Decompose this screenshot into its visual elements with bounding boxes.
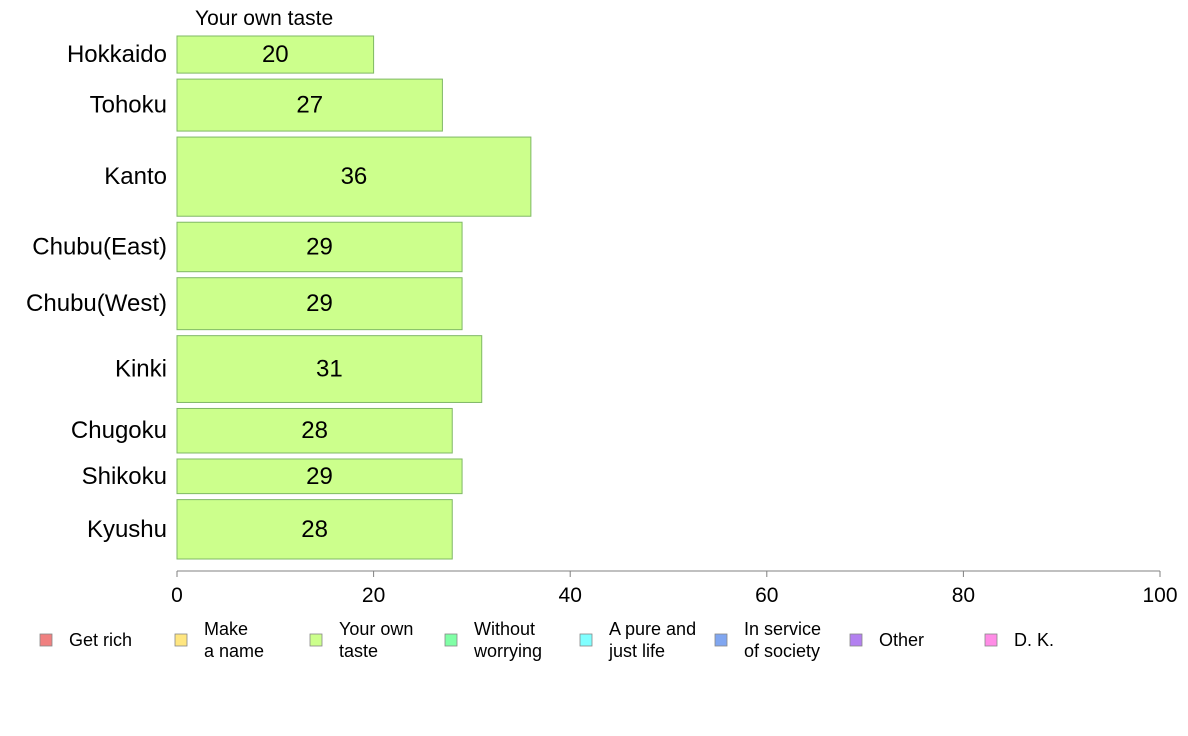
- data-label: 29: [306, 290, 333, 317]
- bar-kanto: [176, 136, 532, 217]
- legend-swatch: [849, 633, 863, 647]
- chart-title: Your own taste: [195, 7, 333, 30]
- category-label: Hokkaido: [67, 41, 167, 68]
- category-label: Chubu(East): [32, 233, 167, 260]
- category-label: Kyushu: [87, 516, 167, 543]
- legend-label: In service: [744, 619, 821, 639]
- legend-label: just life: [608, 641, 665, 661]
- legend-swatch: [579, 633, 593, 647]
- category-label: Kanto: [104, 163, 167, 190]
- bar-chugoku: [176, 407, 453, 454]
- legend-swatch: [444, 633, 458, 647]
- legend-swatch: [714, 633, 728, 647]
- legend-label: Without: [474, 619, 535, 639]
- legend-label: taste: [339, 641, 378, 661]
- category-label: Tohoku: [90, 92, 167, 119]
- x-tick-label: 0: [171, 584, 183, 607]
- data-label: 29: [306, 233, 333, 260]
- bar-shikoku: [176, 458, 463, 495]
- x-axis: 0 20 40 60 80 100: [171, 570, 1178, 607]
- legend-swatch: [984, 633, 998, 647]
- legend-label: Make: [204, 619, 248, 639]
- category-label: Chugoku: [71, 417, 167, 444]
- legend-label: of society: [744, 641, 820, 661]
- x-tick-label: 20: [362, 584, 385, 607]
- x-tick-label: 40: [559, 584, 582, 607]
- legend-swatch: [174, 633, 188, 647]
- category-label: Chubu(West): [26, 290, 167, 317]
- legend-label: worrying: [473, 641, 542, 661]
- bar-tohoku: [176, 78, 443, 132]
- legend-swatch: [39, 633, 53, 647]
- bar-kinki: [176, 335, 483, 403]
- legend-label: Get rich: [69, 630, 132, 650]
- x-tick-label: 60: [755, 584, 778, 607]
- bars-group: 20 Hokkaido 27 Tohoku 36 Kanto 29 Chubu(East) 29…: [26, 35, 532, 560]
- data-label: 29: [306, 463, 333, 490]
- data-label: 27: [296, 92, 323, 119]
- category-label: Shikoku: [82, 463, 167, 490]
- x-tick-label: 80: [952, 584, 975, 607]
- bar-chubu-east: [176, 221, 463, 273]
- data-label: 20: [262, 41, 289, 68]
- legend-label: A pure and: [609, 619, 696, 639]
- data-label: 28: [301, 417, 328, 444]
- data-label: 36: [341, 163, 368, 190]
- bar-kyushu: [176, 499, 453, 560]
- bar-hokkaido: [176, 35, 375, 74]
- category-label: Kinki: [115, 356, 167, 383]
- legend-swatch: [309, 633, 323, 647]
- legend-label: Other: [879, 630, 924, 650]
- data-label: 28: [301, 516, 328, 543]
- x-tick-label: 100: [1142, 584, 1177, 607]
- legend-label: a name: [204, 641, 264, 661]
- data-label: 31: [316, 356, 343, 383]
- legend-label: Your own: [339, 619, 413, 639]
- bar-chubu-west: [176, 277, 463, 331]
- legend-label: D. K.: [1014, 630, 1054, 650]
